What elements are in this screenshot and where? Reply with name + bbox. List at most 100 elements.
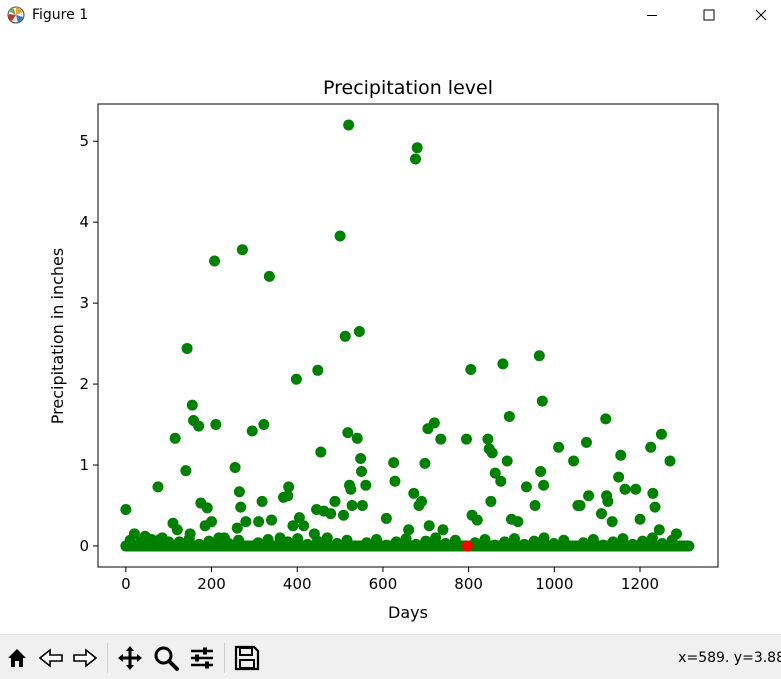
back-icon — [38, 648, 63, 668]
data-point — [595, 508, 607, 520]
x-tick-label: 800 — [454, 575, 483, 593]
data-point — [231, 522, 243, 534]
near-zero-point — [646, 532, 658, 544]
data-point — [486, 447, 498, 459]
matplotlib-app-icon — [6, 5, 26, 25]
data-point — [346, 499, 358, 511]
data-point — [403, 524, 415, 536]
near-zero-point — [499, 536, 511, 548]
data-point — [536, 395, 548, 407]
data-point — [163, 536, 175, 548]
near-zero-point — [203, 535, 215, 547]
near-zero-point — [637, 535, 649, 547]
y-tick-label: 0 — [79, 537, 89, 555]
near-zero-point — [568, 540, 580, 552]
data-point — [343, 119, 355, 131]
data-point — [501, 455, 513, 467]
data-point — [538, 479, 550, 491]
near-zero-point — [292, 533, 304, 545]
near-zero-point — [528, 535, 540, 547]
near-zero-point — [361, 537, 373, 549]
data-point — [664, 455, 676, 467]
y-tick-label: 4 — [79, 213, 89, 231]
data-point — [630, 483, 642, 495]
data-point — [253, 516, 265, 528]
data-point — [497, 358, 509, 370]
data-point — [201, 502, 213, 514]
data-point — [535, 465, 547, 477]
data-point — [360, 479, 372, 491]
data-point — [325, 508, 337, 520]
x-tick-label: 1200 — [621, 575, 659, 593]
data-point — [235, 501, 247, 513]
figure-canvas[interactable]: Precipitation level 0 200 400 600 800 1000 120… — [0, 30, 781, 634]
data-point — [568, 455, 580, 467]
near-zero-point — [449, 534, 461, 546]
data-point — [529, 499, 541, 511]
data-point — [533, 350, 545, 362]
data-point — [171, 524, 183, 536]
data-point — [380, 512, 392, 524]
x-tick-label: 400 — [283, 575, 312, 593]
data-point — [128, 528, 140, 540]
data-point — [613, 471, 625, 483]
data-point — [353, 325, 365, 337]
x-axis-label: Days — [388, 603, 428, 622]
data-point — [193, 420, 205, 432]
data-point — [437, 524, 449, 536]
zoom-button[interactable] — [151, 643, 181, 673]
data-point — [184, 528, 196, 540]
near-zero-point — [577, 537, 589, 549]
data-point — [287, 520, 299, 532]
near-zero-point — [548, 538, 560, 550]
data-point — [290, 373, 302, 385]
near-zero-point — [400, 533, 412, 545]
data-point — [647, 487, 659, 499]
data-point — [206, 516, 218, 528]
data-point — [435, 433, 447, 445]
data-point — [415, 495, 427, 507]
data-point — [355, 453, 367, 465]
toolbar-separator — [107, 643, 108, 673]
zoom-icon — [154, 646, 179, 671]
near-zero-point — [558, 534, 570, 546]
y-tick-label: 3 — [79, 294, 89, 312]
data-point — [512, 516, 524, 528]
configure-subplots-icon — [191, 647, 213, 669]
data-point — [423, 520, 435, 532]
home-button[interactable] — [2, 643, 32, 673]
data-point — [489, 467, 501, 479]
data-point — [293, 512, 305, 524]
save-button[interactable] — [232, 643, 262, 673]
data-point — [274, 532, 286, 544]
data-point — [209, 255, 221, 267]
data-point — [619, 483, 631, 495]
data-point — [258, 419, 270, 431]
data-point — [282, 490, 294, 502]
pan-button[interactable] — [115, 643, 145, 673]
data-point — [236, 244, 248, 256]
near-zero-point — [430, 532, 442, 544]
pan-icon — [118, 646, 142, 670]
close-button[interactable] — [741, 0, 781, 30]
near-zero-point — [262, 533, 274, 545]
data-point — [356, 499, 368, 511]
data-point — [411, 142, 423, 154]
data-point — [345, 483, 357, 495]
data-point — [338, 509, 350, 521]
near-zero-point — [390, 536, 402, 548]
minimize-button[interactable] — [627, 0, 677, 30]
data-point — [210, 419, 222, 431]
maximize-icon — [703, 9, 715, 21]
near-zero-point — [508, 533, 520, 545]
forward-button[interactable] — [70, 643, 100, 673]
maximize-button[interactable] — [684, 0, 734, 30]
scatter-chart: Precipitation level 0 200 400 600 800 1000 120… — [48, 77, 719, 622]
forward-icon — [73, 648, 98, 668]
data-point — [186, 399, 198, 411]
configure-subplots-button[interactable] — [187, 643, 217, 673]
back-button[interactable] — [36, 643, 66, 673]
data-point — [356, 465, 368, 477]
y-tick-label: 5 — [79, 132, 89, 150]
near-zero-point — [420, 535, 432, 547]
